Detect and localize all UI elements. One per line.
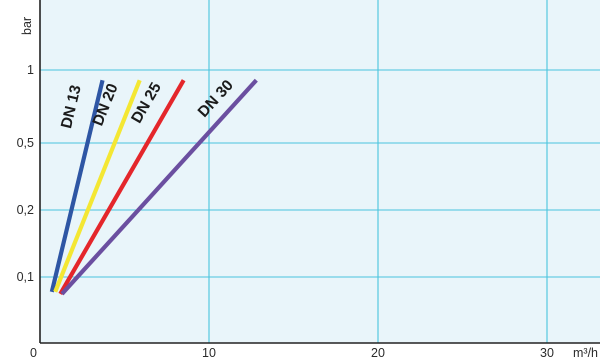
- series-line: [53, 79, 142, 293]
- series-line: [58, 79, 186, 296]
- grid: [40, 0, 600, 343]
- x-tick-label: 10: [202, 346, 216, 360]
- series-line: [49, 79, 105, 293]
- x-tick-label: 0: [30, 346, 37, 360]
- plot-area: [40, 0, 600, 343]
- x-tick-label: 20: [371, 346, 385, 360]
- tick-labels: 0 10 20 30 0,1 0,2 0,5 1: [17, 63, 554, 360]
- y-tick-label: 0,1: [17, 270, 34, 284]
- y-unit-label: bar: [20, 17, 34, 35]
- y-tick-label: 0,5: [17, 136, 34, 150]
- series-line: [60, 78, 258, 296]
- x-unit-label: m³/h: [573, 346, 598, 360]
- x-tick-label: 30: [540, 346, 554, 360]
- y-tick-label: 1: [27, 63, 34, 77]
- y-tick-label: 0,2: [17, 203, 34, 217]
